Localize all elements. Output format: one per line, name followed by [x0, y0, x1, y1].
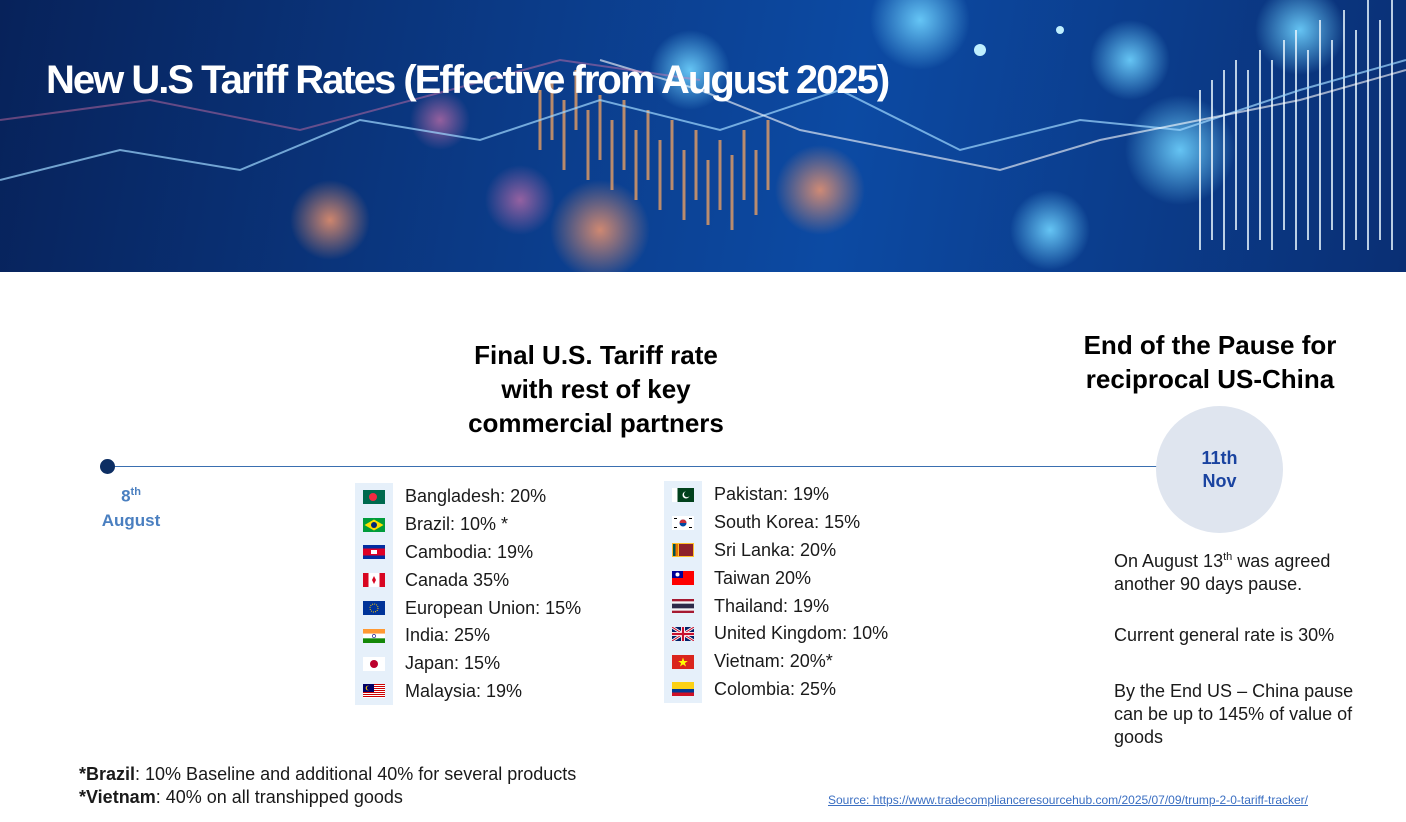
list-item: European Union: 15% — [355, 594, 581, 622]
cambodia-flag-icon — [363, 545, 385, 560]
header-banner: New U.S Tariff Rates (Effective from Aug… — [0, 0, 1406, 272]
list-item: Taiwan 20% — [664, 564, 888, 592]
list-item: Japan: 15% — [355, 650, 581, 678]
page-title: New U.S Tariff Rates (Effective from Aug… — [46, 58, 890, 102]
bangladesh-flag-icon — [363, 489, 385, 504]
list-item: Malaysia: 19% — [355, 678, 581, 706]
source-link[interactable]: Source: https://www.tradecomplianceresou… — [828, 793, 1308, 807]
canada-flag-icon — [363, 573, 385, 588]
end-month: Nov — [1202, 470, 1237, 491]
european-union-flag-icon — [363, 601, 385, 616]
end-day: 11th — [1201, 447, 1238, 468]
country-rate: India: 25% — [405, 625, 491, 646]
malaysia-flag-icon — [363, 684, 385, 699]
country-rate: Cambodia: 19% — [405, 541, 534, 562]
footnote-vietnam: *Vietnam: 40% on all transhipped goods — [79, 787, 403, 807]
pause-heading-line1: End of the Pause for — [1083, 330, 1337, 360]
country-rate: Sri Lanka: 20% — [714, 539, 837, 560]
country-rate: Pakistan: 19% — [714, 484, 830, 505]
pakistan-flag-icon — [672, 487, 694, 502]
list-item: United Kingdom: 10% — [664, 620, 888, 648]
country-rate: United Kingdom: 10% — [714, 623, 889, 644]
list-item: Colombia: 25% — [664, 676, 888, 704]
country-rate: Vietnam: 20%* — [714, 651, 833, 672]
country-rate: European Union: 15% — [405, 597, 582, 618]
list-item: Cambodia: 19% — [355, 539, 581, 567]
sri-lanka-flag-icon — [672, 543, 694, 558]
country-rate: Brazil: 10% * — [405, 514, 509, 535]
country-list-right: Pakistan: 19% South Korea: 15% Sri Lanka… — [664, 481, 888, 703]
list-item: Vietnam: 20%* — [664, 648, 888, 676]
country-rate: Taiwan 20% — [714, 567, 812, 588]
list-item: Brazil: 10% * — [355, 511, 581, 539]
list-item: Canada 35% — [355, 566, 581, 594]
list-item: India: 25% — [355, 622, 581, 650]
country-rate: Japan: 15% — [405, 653, 501, 674]
footnotes: *Brazil: 10% Baseline and additional 40%… — [79, 763, 576, 809]
country-rate: Malaysia: 19% — [405, 680, 523, 701]
country-list-left: Bangladesh: 20% Brazil: 10% * Cambodia: … — [355, 483, 581, 705]
list-item: Thailand: 19% — [664, 592, 888, 620]
country-rate: Canada 35% — [405, 569, 510, 590]
timeline-start-date: 8th August — [86, 480, 176, 533]
thailand-flag-icon — [672, 599, 694, 614]
taiwan-flag-icon — [672, 571, 694, 586]
colombia-flag-icon — [672, 682, 694, 697]
list-item: Sri Lanka: 20% — [664, 537, 888, 565]
brazil-flag-icon — [363, 517, 385, 532]
list-item: Pakistan: 19% — [664, 481, 888, 509]
partners-heading-line1: Final U.S. Tariff rate — [474, 340, 718, 370]
country-rate: South Korea: 15% — [714, 512, 861, 533]
list-item: Bangladesh: 20% — [355, 483, 581, 511]
pause-heading-line2: reciprocal US-China — [1085, 364, 1335, 394]
note-pause-agreement: On August 13th was agreed another 90 day… — [1114, 551, 1331, 594]
south-korea-flag-icon — [672, 515, 694, 530]
list-item: South Korea: 15% — [664, 509, 888, 537]
vietnam-flag-icon — [672, 654, 694, 669]
timeline-start-dot — [100, 459, 115, 474]
india-flag-icon — [363, 628, 385, 643]
note-max-rate: By the End US – China pause can be up to… — [1114, 681, 1354, 747]
banner-background-graphic — [0, 0, 1406, 272]
start-day: 8 — [121, 486, 131, 506]
start-day-suffix: th — [130, 486, 141, 498]
partners-heading: Final U.S. Tariff rate with rest of key … — [420, 338, 772, 440]
note-current-rate: Current general rate is 30% — [1114, 625, 1335, 645]
timeline-line — [108, 466, 1168, 467]
japan-flag-icon — [363, 656, 385, 671]
start-month: August — [101, 510, 161, 530]
partners-heading-line2: with rest of key — [501, 374, 691, 404]
united-kingdom-flag-icon — [672, 626, 694, 641]
pause-heading: End of the Pause for reciprocal US-China — [1050, 328, 1370, 396]
timeline-end-circle: 11th Nov — [1156, 406, 1283, 533]
country-rate: Thailand: 19% — [714, 595, 830, 616]
country-rate: Bangladesh: 20% — [405, 486, 547, 507]
partners-heading-line3: commercial partners — [468, 408, 724, 438]
footnote-brazil: *Brazil: 10% Baseline and additional 40%… — [79, 764, 577, 784]
country-rate: Colombia: 25% — [714, 678, 837, 699]
